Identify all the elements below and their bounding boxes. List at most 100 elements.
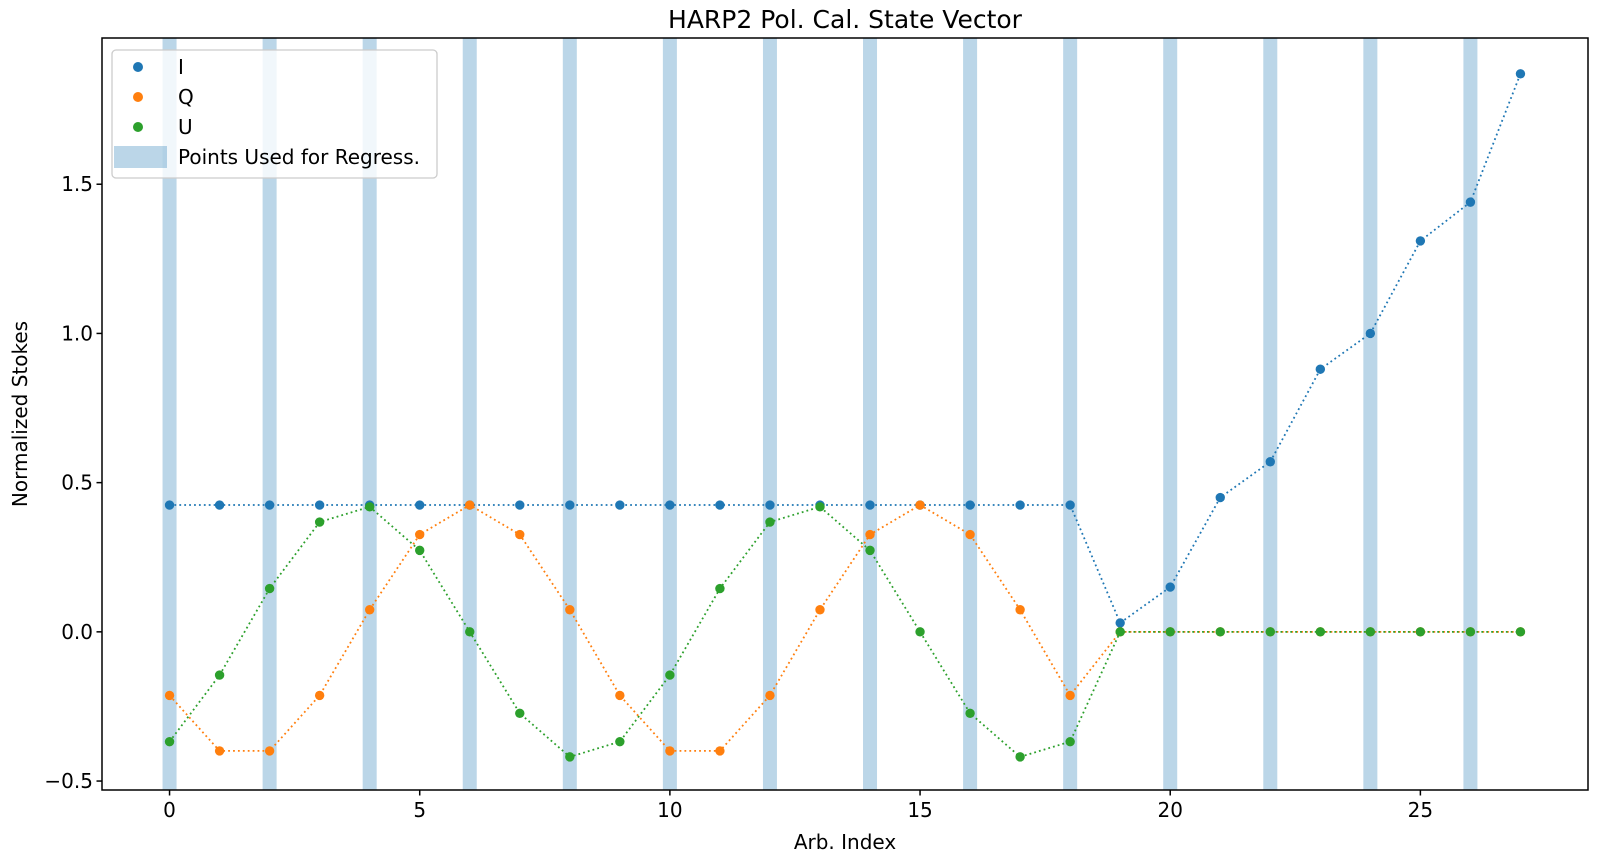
legend-marker-I [133, 62, 143, 72]
series-U-point [1065, 736, 1075, 747]
series-U-point [1115, 627, 1125, 637]
series-I-point [1165, 582, 1175, 592]
legend-band-swatch [114, 146, 167, 168]
series-U-point [364, 502, 375, 512]
series-I-point [715, 500, 725, 510]
regression-band [1363, 38, 1378, 790]
axes-ticks: 0 5 10 15 20 25 −0.5 0.0 0.5 1.0 1.5 [44, 172, 1433, 822]
x-tick-label: 10 [657, 798, 682, 822]
series-U-point [1365, 627, 1376, 637]
series-U-point [565, 752, 575, 762]
series-U-point [715, 583, 725, 594]
series-U-line [168, 505, 1521, 758]
series-U-point [1015, 752, 1025, 762]
y-axis-label: Normalized Stokes [8, 321, 32, 507]
regression-band [662, 38, 677, 790]
series-I-point [1315, 364, 1326, 374]
series-U-point [965, 708, 975, 719]
series-I-point [264, 500, 275, 510]
series-I-point [1115, 618, 1125, 628]
series-U-point [1415, 627, 1426, 637]
series-I-point [865, 500, 875, 510]
series-Q-point [915, 500, 925, 510]
plot-border [101, 37, 1589, 791]
series-U-point [465, 627, 475, 637]
series-I-point [1265, 457, 1275, 467]
series-I [164, 69, 1526, 628]
y-tick-label: −0.5 [44, 769, 93, 793]
legend-label-Q: Q [178, 85, 194, 109]
series-I-point [765, 500, 775, 510]
series-Q-point [314, 690, 325, 701]
series-I-point [314, 500, 325, 510]
series-Q-point [865, 529, 875, 540]
series-Q-point [815, 605, 825, 615]
series-Q-point [164, 690, 175, 701]
series-Q-point [214, 746, 225, 756]
series-U-point [615, 736, 625, 747]
series-I-point [1015, 500, 1025, 510]
series-U-point [164, 736, 175, 747]
series-U-point [1315, 627, 1326, 637]
series-Q-point [415, 529, 425, 540]
series-U-point [765, 517, 775, 527]
series-U-point [1265, 627, 1275, 637]
series-Q-point [1065, 690, 1075, 701]
series-I-point [1065, 500, 1075, 510]
series-U-point [665, 670, 675, 680]
y-tick-label: 0.5 [61, 471, 93, 495]
regression-band [1163, 38, 1178, 790]
legend-box [111, 49, 438, 179]
series-I-point [1515, 69, 1526, 79]
x-tick-label: 5 [413, 798, 426, 822]
legend-marker-Q [133, 92, 143, 102]
series-Q-point [515, 529, 525, 540]
series-U-point [815, 502, 825, 512]
series-U-point [515, 708, 525, 719]
legend-label-U: U [178, 115, 193, 139]
series-U-point [314, 517, 325, 527]
regression-band [863, 38, 878, 790]
series-I-point [615, 500, 625, 510]
series-Q-point [765, 690, 775, 701]
regression-band [462, 38, 477, 790]
series-U-point [1515, 627, 1526, 637]
legend-marker-U [133, 122, 143, 132]
series-Q-line [168, 503, 1521, 752]
series-I-point [1215, 492, 1225, 503]
regression-band [362, 38, 377, 790]
series-I-point [1465, 197, 1476, 207]
x-axis-label: Arb. Index [794, 830, 897, 854]
series-U-point [1215, 627, 1225, 637]
regression-band [1063, 38, 1078, 790]
series-Q-point [715, 746, 725, 756]
y-tick-label: 0.0 [61, 620, 93, 644]
x-tick-label: 0 [163, 798, 176, 822]
series-Q-point [565, 605, 575, 615]
series-Q-point [615, 690, 625, 701]
chart-title: HARP2 Pol. Cal. State Vector [668, 5, 1023, 34]
series-I-point [965, 500, 975, 510]
regression-band [562, 38, 577, 790]
series-I-point [415, 500, 425, 510]
legend-label-I: I [178, 55, 184, 79]
x-tick-label: 15 [907, 798, 932, 822]
regression-band [162, 38, 177, 790]
series-I-point [515, 500, 525, 510]
series-U-point [865, 545, 875, 556]
x-tick-label: 25 [1408, 798, 1433, 822]
series-I-point [164, 500, 175, 510]
x-tick-label: 20 [1157, 798, 1182, 822]
series-I-point [565, 500, 575, 510]
series-U-point [264, 583, 275, 594]
regression-band [762, 38, 777, 790]
series-Q-point [1015, 605, 1025, 615]
series-U-point [915, 627, 925, 637]
series-Q-point [264, 746, 275, 756]
series-I-point [1415, 236, 1426, 246]
series-Q-point [965, 529, 975, 540]
series-U [164, 502, 1526, 762]
series-I-point [665, 500, 675, 510]
